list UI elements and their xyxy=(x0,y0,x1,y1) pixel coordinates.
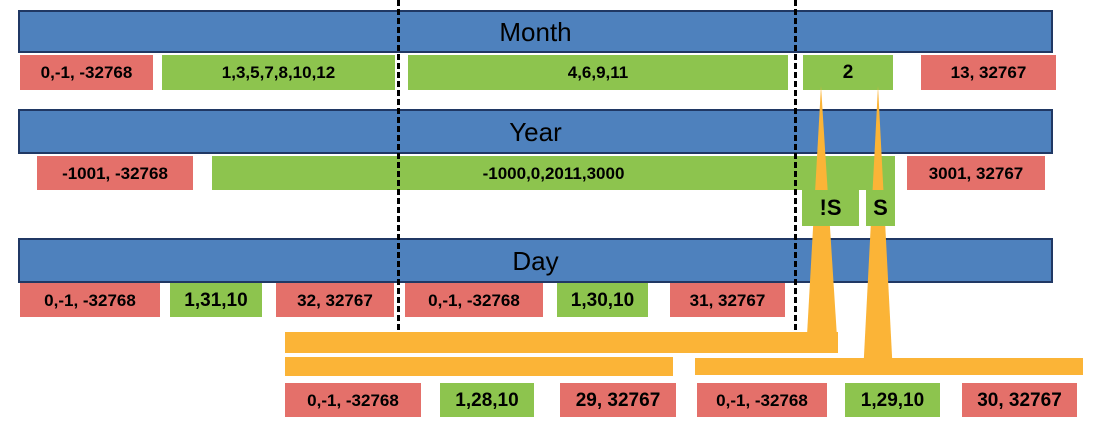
day31-partition-invalid-low: 0,-1, -32768 xyxy=(20,283,160,317)
feb-nonleap-partition-invalid-high: 29, 32767 xyxy=(560,383,676,417)
year-axis-bar: Year xyxy=(18,109,1053,154)
feb-nonleap-partition-valid: 1,28,10 xyxy=(440,383,534,417)
dashed-boundary-left xyxy=(397,0,400,330)
feb-leap-axis-bar xyxy=(695,358,1083,375)
feb-leap-partition-valid: 1,29,10 xyxy=(845,383,940,417)
year-partition-valid: -1000,0,2011,3000 xyxy=(212,156,895,190)
feb-nonleap-axis-bar xyxy=(285,357,673,376)
month-partition-february: 2 xyxy=(803,55,893,90)
month-partition-30day-months: 4,6,9,11 xyxy=(408,55,788,90)
leap-flag-box: S xyxy=(866,190,895,226)
year-partition-invalid-low: -1001, -32768 xyxy=(37,156,193,190)
day30-partition-invalid-low: 0,-1, -32768 xyxy=(405,283,543,317)
year-title: Year xyxy=(509,116,562,147)
day30-partition-invalid-high: 31, 32767 xyxy=(670,283,785,317)
month-title: Month xyxy=(499,16,572,47)
day31-partition-invalid-high: 32, 32767 xyxy=(276,283,394,317)
day-axis-bar: Day xyxy=(18,238,1053,283)
dashed-boundary-right xyxy=(794,0,797,330)
day30-partition-valid: 1,30,10 xyxy=(557,283,648,317)
day31-partition-valid: 1,31,10 xyxy=(170,283,262,317)
month-axis-bar: Month xyxy=(18,10,1053,53)
month-partition-invalid-high: 13, 32767 xyxy=(921,55,1056,90)
feb-connector-bar xyxy=(285,332,838,353)
month-partition-invalid-low: 0,-1, -32768 xyxy=(20,55,153,90)
day-title: Day xyxy=(512,245,559,276)
feb-nonleap-partition-invalid-low: 0,-1, -32768 xyxy=(285,383,421,417)
year-partition-invalid-high: 3001, 32767 xyxy=(907,156,1045,190)
feb-leap-partition-invalid-high: 30, 32767 xyxy=(962,383,1077,417)
feb-leap-partition-invalid-low: 0,-1, -32768 xyxy=(697,383,827,417)
month-partition-31day-months: 1,3,5,7,8,10,12 xyxy=(162,55,395,90)
not-leap-flag-box: !S xyxy=(802,190,859,226)
